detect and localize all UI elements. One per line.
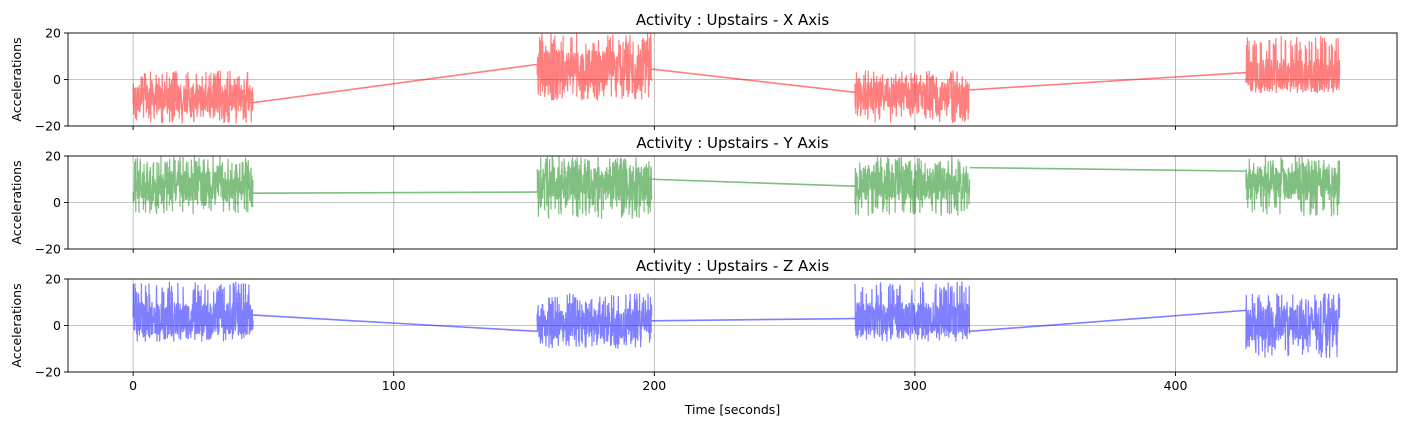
data-segment — [132, 281, 254, 342]
data-connector — [969, 309, 1246, 333]
chart-title: Activity : Upstairs - Y Axis — [636, 134, 828, 152]
data-connector — [651, 178, 856, 188]
y-tick-label: 20 — [45, 26, 61, 41]
data-segment — [536, 33, 653, 101]
y-axis-label: Accelerations — [9, 283, 24, 367]
y-tick-label: −20 — [35, 365, 61, 380]
data-connector — [252, 63, 538, 104]
data-connector — [969, 71, 1246, 91]
data-segment — [854, 156, 971, 216]
data-segment — [132, 156, 254, 215]
data-segment — [1245, 35, 1341, 94]
data-connector — [969, 166, 1246, 172]
data-segment — [1245, 293, 1341, 359]
chart-title: Activity : Upstairs - X Axis — [636, 11, 830, 29]
y-tick-label: 0 — [53, 195, 61, 210]
y-tick-label: 20 — [45, 149, 61, 164]
y-tick-label: 20 — [45, 272, 61, 287]
data-segment — [536, 293, 653, 349]
chart-title: Activity : Upstairs - Z Axis — [636, 257, 830, 275]
data-connector — [651, 317, 855, 322]
y-tick-label: 0 — [53, 72, 61, 87]
subplot-z-axis: Activity : Upstairs - Z Axis Acceleratio… — [9, 257, 1398, 417]
data-connector — [252, 314, 538, 333]
subplot-x-axis: Activity : Upstairs - X Axis Acceleratio… — [9, 11, 1398, 134]
y-axis-label: Accelerations — [9, 37, 24, 121]
y-tick-label: −20 — [35, 242, 61, 257]
x-axis-label: Time [seconds] — [684, 402, 780, 417]
data-segment — [536, 156, 653, 219]
data-segment — [854, 70, 971, 123]
y-axis-label: Accelerations — [9, 160, 24, 244]
data-segment — [1245, 156, 1341, 217]
x-tick-label: 0 — [129, 378, 137, 393]
data-segment — [132, 70, 254, 124]
subplot-y-axis: Activity : Upstairs - Y Axis Acceleratio… — [9, 134, 1398, 257]
y-tick-label: 0 — [53, 318, 61, 333]
y-tick-label: −20 — [35, 119, 61, 134]
series-group — [132, 33, 1341, 124]
data-connector — [651, 68, 856, 94]
data-connector — [253, 191, 538, 194]
x-tick-label: 300 — [903, 378, 927, 393]
data-segment — [854, 281, 971, 342]
series-group — [132, 281, 1341, 359]
x-tick-label: 200 — [642, 378, 666, 393]
series-group — [132, 156, 1341, 219]
x-tick-label: 100 — [382, 378, 406, 393]
x-tick-label: 400 — [1164, 378, 1188, 393]
